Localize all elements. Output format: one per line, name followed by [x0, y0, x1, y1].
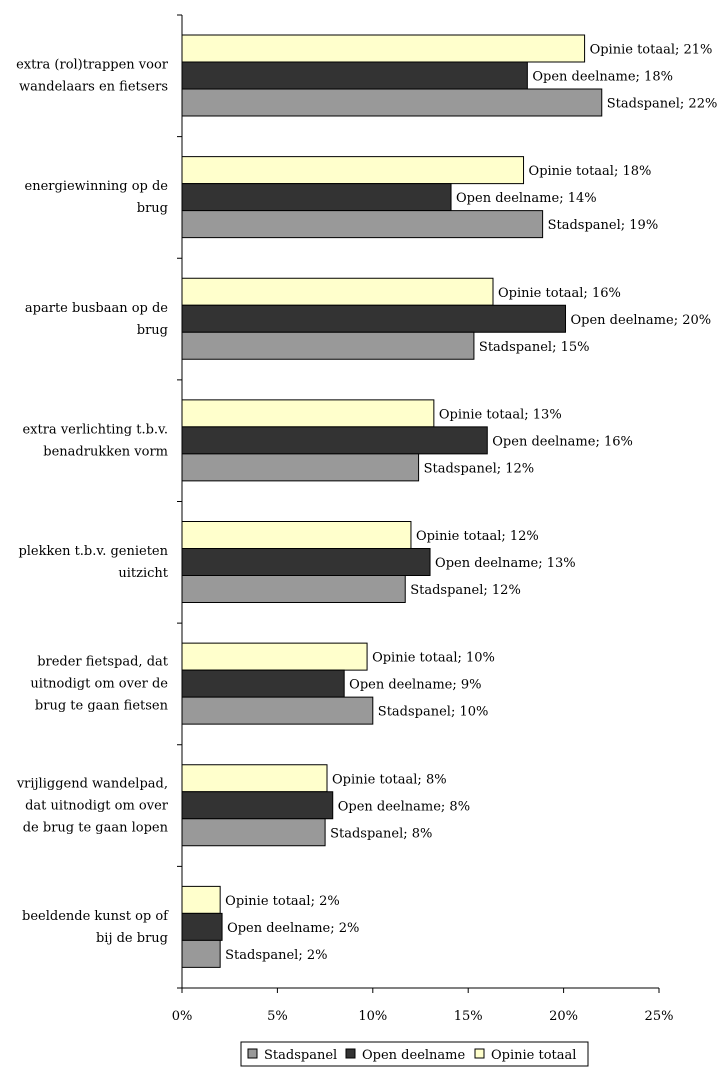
data-label: Stadspanel; 10% — [378, 705, 489, 720]
data-label: Opinie totaal; 16% — [498, 286, 621, 301]
legend-box — [240, 1041, 589, 1067]
data-label: Opinie totaal; 12% — [416, 529, 539, 544]
data-label: Open deelname; 8% — [338, 799, 470, 814]
category-label-line: aparte busbaan op de — [25, 301, 168, 316]
category-label-line: extra verlichting t.b.v. — [22, 422, 168, 437]
data-label: Opinie totaal; 8% — [332, 772, 447, 787]
bar-open-deelname — [181, 548, 431, 576]
bar-opinie-totaal — [181, 277, 494, 306]
category-label-line: uitnodigt om over de — [30, 677, 168, 692]
bar-open-deelname — [181, 791, 334, 820]
bars — [181, 34, 603, 968]
bar-opinie-totaal — [181, 399, 435, 428]
category-label: extra verlichting t.b.v. benadrukken vorm — [22, 422, 168, 459]
category-label-line: wandelaars en fietsers — [19, 80, 168, 95]
category-label: extra (rol)trappen voor wandelaars en fie… — [16, 58, 169, 95]
bar-open-deelname — [181, 183, 452, 212]
category-label-line: dat uitnodigt om over — [25, 798, 169, 813]
data-label: Stadspanel; 8% — [330, 826, 432, 841]
category-label-line: extra (rol)trappen voor — [16, 58, 169, 73]
category-label: energiewinning op de brug — [25, 179, 169, 216]
bar-open-deelname — [181, 61, 528, 90]
bar-stadspanel — [181, 453, 420, 482]
x-tick-label: 5% — [267, 1009, 288, 1024]
data-label: Open deelname; 2% — [227, 921, 359, 936]
data-label: Opinie totaal; 10% — [372, 651, 495, 666]
category-label-line: brug — [137, 201, 168, 216]
x-tick-label: 10% — [358, 1009, 387, 1024]
data-label: Opinie totaal; 21% — [590, 43, 713, 58]
data-label: Stadspanel; 12% — [424, 461, 535, 476]
category-labels: extra (rol)trappen voor wandelaars en fie… — [16, 58, 169, 946]
bar-stadspanel — [181, 88, 603, 117]
data-label: Open deelname; 13% — [435, 556, 576, 571]
category-label-line: vrijliggend wandelpad, — [16, 776, 168, 791]
x-tick-label: 25% — [645, 1009, 674, 1024]
legend: Stadspanel Open deelname Opinie totaal — [240, 1041, 589, 1067]
legend-swatch — [474, 1048, 485, 1059]
legend-label: Open deelname — [362, 1048, 465, 1063]
axes: 0% 5% 10% 15% 20% 25% — [172, 14, 674, 1024]
bar-opinie-totaal — [181, 764, 328, 793]
category-label-line: uitzicht — [118, 566, 168, 581]
data-label: Opinie totaal; 18% — [529, 164, 652, 179]
data-label: Open deelname; 20% — [571, 313, 712, 328]
category-label-line: breder fietspad, dat — [37, 655, 169, 670]
category-label-line: bij de brug — [96, 931, 168, 946]
data-label: Stadspanel; 2% — [225, 948, 327, 963]
category-label-line: benadrukken vorm — [43, 444, 168, 459]
category-label-line: energiewinning op de — [25, 179, 169, 194]
data-label: Stadspanel; 19% — [548, 218, 659, 233]
bar-stadspanel — [181, 696, 374, 725]
data-label: Stadspanel; 12% — [410, 583, 521, 598]
x-tick-label: 20% — [549, 1009, 578, 1024]
category-label: beeldende kunst op of bij de brug — [22, 909, 169, 946]
bar-open-deelname — [181, 669, 345, 698]
bar-stadspanel — [181, 575, 406, 603]
data-label: Open deelname; 16% — [492, 434, 633, 449]
category-label: aparte busbaan op de brug — [25, 301, 168, 338]
bar-opinie-totaal — [181, 885, 221, 914]
data-label: Stadspanel; 22% — [607, 97, 718, 112]
bar-stadspanel — [181, 939, 221, 968]
category-label-line: plekken t.b.v. genieten — [18, 544, 168, 559]
category-label-line: brug — [137, 323, 168, 338]
bar-open-deelname — [181, 912, 223, 941]
bar-stadspanel — [181, 331, 475, 360]
bar-opinie-totaal — [181, 521, 412, 549]
category-label: vrijliggend wandelpad, dat uitnodigt om o… — [16, 776, 169, 835]
data-label: Open deelname; 9% — [349, 678, 481, 693]
bar-open-deelname — [181, 304, 567, 333]
data-label: Open deelname; 14% — [456, 191, 597, 206]
category-label-line: brug te gaan fietsen — [35, 699, 169, 714]
legend-label: Stadspanel — [264, 1048, 337, 1063]
bar-opinie-totaal — [181, 34, 586, 63]
legend-swatch — [247, 1048, 258, 1059]
category-label: breder fietspad, dat uitnodigt om over de… — [30, 655, 168, 714]
category-label: plekken t.b.v. genieten uitzicht — [18, 544, 168, 581]
data-labels: Opinie totaal; 21% Opinie totaal; 18% Opin… — [225, 43, 717, 963]
bar-stadspanel — [181, 210, 544, 239]
data-label: Opinie totaal; 2% — [225, 894, 340, 909]
legend-swatch — [345, 1048, 356, 1059]
x-tick-label: 15% — [454, 1009, 483, 1024]
bar-stadspanel — [181, 818, 326, 847]
data-label: Opinie totaal; 13% — [439, 407, 562, 422]
x-tick-label: 0% — [172, 1009, 193, 1024]
data-label: Open deelname; 18% — [532, 70, 673, 85]
bar-opinie-totaal — [181, 642, 368, 671]
legend-label: Opinie totaal — [491, 1048, 576, 1063]
category-label-line: beeldende kunst op of — [22, 909, 169, 924]
bar-open-deelname — [181, 426, 488, 455]
data-label: Stadspanel; 15% — [479, 340, 590, 355]
category-label-line: de brug te gaan lopen — [23, 820, 169, 835]
bar-opinie-totaal — [181, 156, 525, 185]
